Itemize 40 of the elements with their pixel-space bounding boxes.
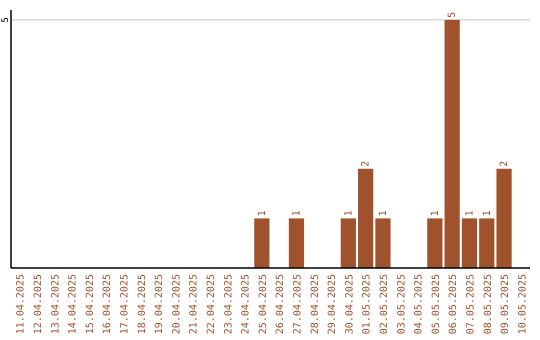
x-tick-label: 23.04.2025: [223, 274, 234, 334]
x-tick-label: 05.05.2025: [430, 274, 442, 334]
x-tick-label: 27.04.2025: [292, 274, 304, 334]
x-tick-label: 22.04.2025: [206, 274, 217, 334]
x-tick-label: 20.04.2025: [171, 274, 182, 334]
x-tick-label: 12.04.2025: [32, 274, 44, 334]
x-tick-label: 06.05.2025: [448, 274, 460, 334]
data-label: 1: [378, 210, 389, 216]
data-label: 1: [256, 210, 268, 216]
x-tick-label: 10.05.2025: [517, 274, 528, 334]
x-tick-label: 01.05.2025: [362, 274, 373, 334]
data-label: 1: [482, 210, 493, 216]
x-tick-label: 25.04.2025: [258, 274, 269, 334]
x-tick-label: 29.04.2025: [327, 274, 338, 334]
x-tick-label: 14.04.2025: [68, 274, 79, 334]
x-tick-label: 02.05.2025: [378, 274, 390, 334]
x-tick-label: 19.04.2025: [154, 274, 166, 334]
x-tick-label: 03.05.2025: [396, 274, 408, 334]
x-tick-label: 08.05.2025: [482, 274, 494, 334]
x-tick-label: 18.04.2025: [136, 274, 148, 334]
data-label: 1: [343, 210, 354, 216]
x-tick-label: 28.04.2025: [310, 274, 321, 334]
x-tick-label: 30.04.2025: [344, 274, 356, 334]
data-label: 2: [360, 160, 372, 167]
data-label: 1: [291, 210, 302, 216]
x-tick-label: 09.05.2025: [500, 274, 512, 334]
x-tick-label: 13.04.2025: [50, 274, 62, 334]
data-label: 1: [464, 210, 476, 216]
data-label: 1: [430, 210, 441, 216]
x-tick-label: 11.04.2025: [16, 274, 27, 334]
x-tick-label: 26.04.2025: [275, 274, 286, 334]
x-tick-label: 16.04.2025: [102, 274, 114, 334]
x-tick-label: 24.04.2025: [240, 274, 252, 334]
x-tick-label: 17.04.2025: [119, 274, 130, 334]
x-tick-label: 07.05.2025: [465, 274, 476, 334]
x-tick-label: 21.04.2025: [188, 274, 200, 334]
x-tick-label: 04.05.2025: [414, 274, 425, 334]
x-tick-label: 15.04.2025: [84, 274, 96, 334]
data-label: 5: [447, 12, 458, 18]
data-label: 2: [499, 160, 510, 167]
